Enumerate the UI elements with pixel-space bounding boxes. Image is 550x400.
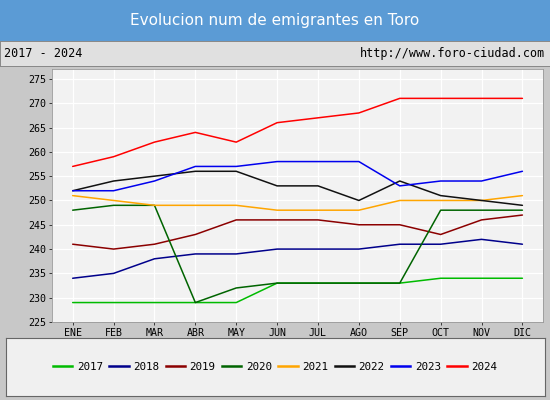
Text: http://www.foro-ciudad.com: http://www.foro-ciudad.com	[360, 47, 546, 60]
Legend: 2017, 2018, 2019, 2020, 2021, 2022, 2023, 2024: 2017, 2018, 2019, 2020, 2021, 2022, 2023…	[48, 358, 502, 376]
Text: 2017 - 2024: 2017 - 2024	[4, 47, 83, 60]
Text: Evolucion num de emigrantes en Toro: Evolucion num de emigrantes en Toro	[130, 14, 420, 28]
